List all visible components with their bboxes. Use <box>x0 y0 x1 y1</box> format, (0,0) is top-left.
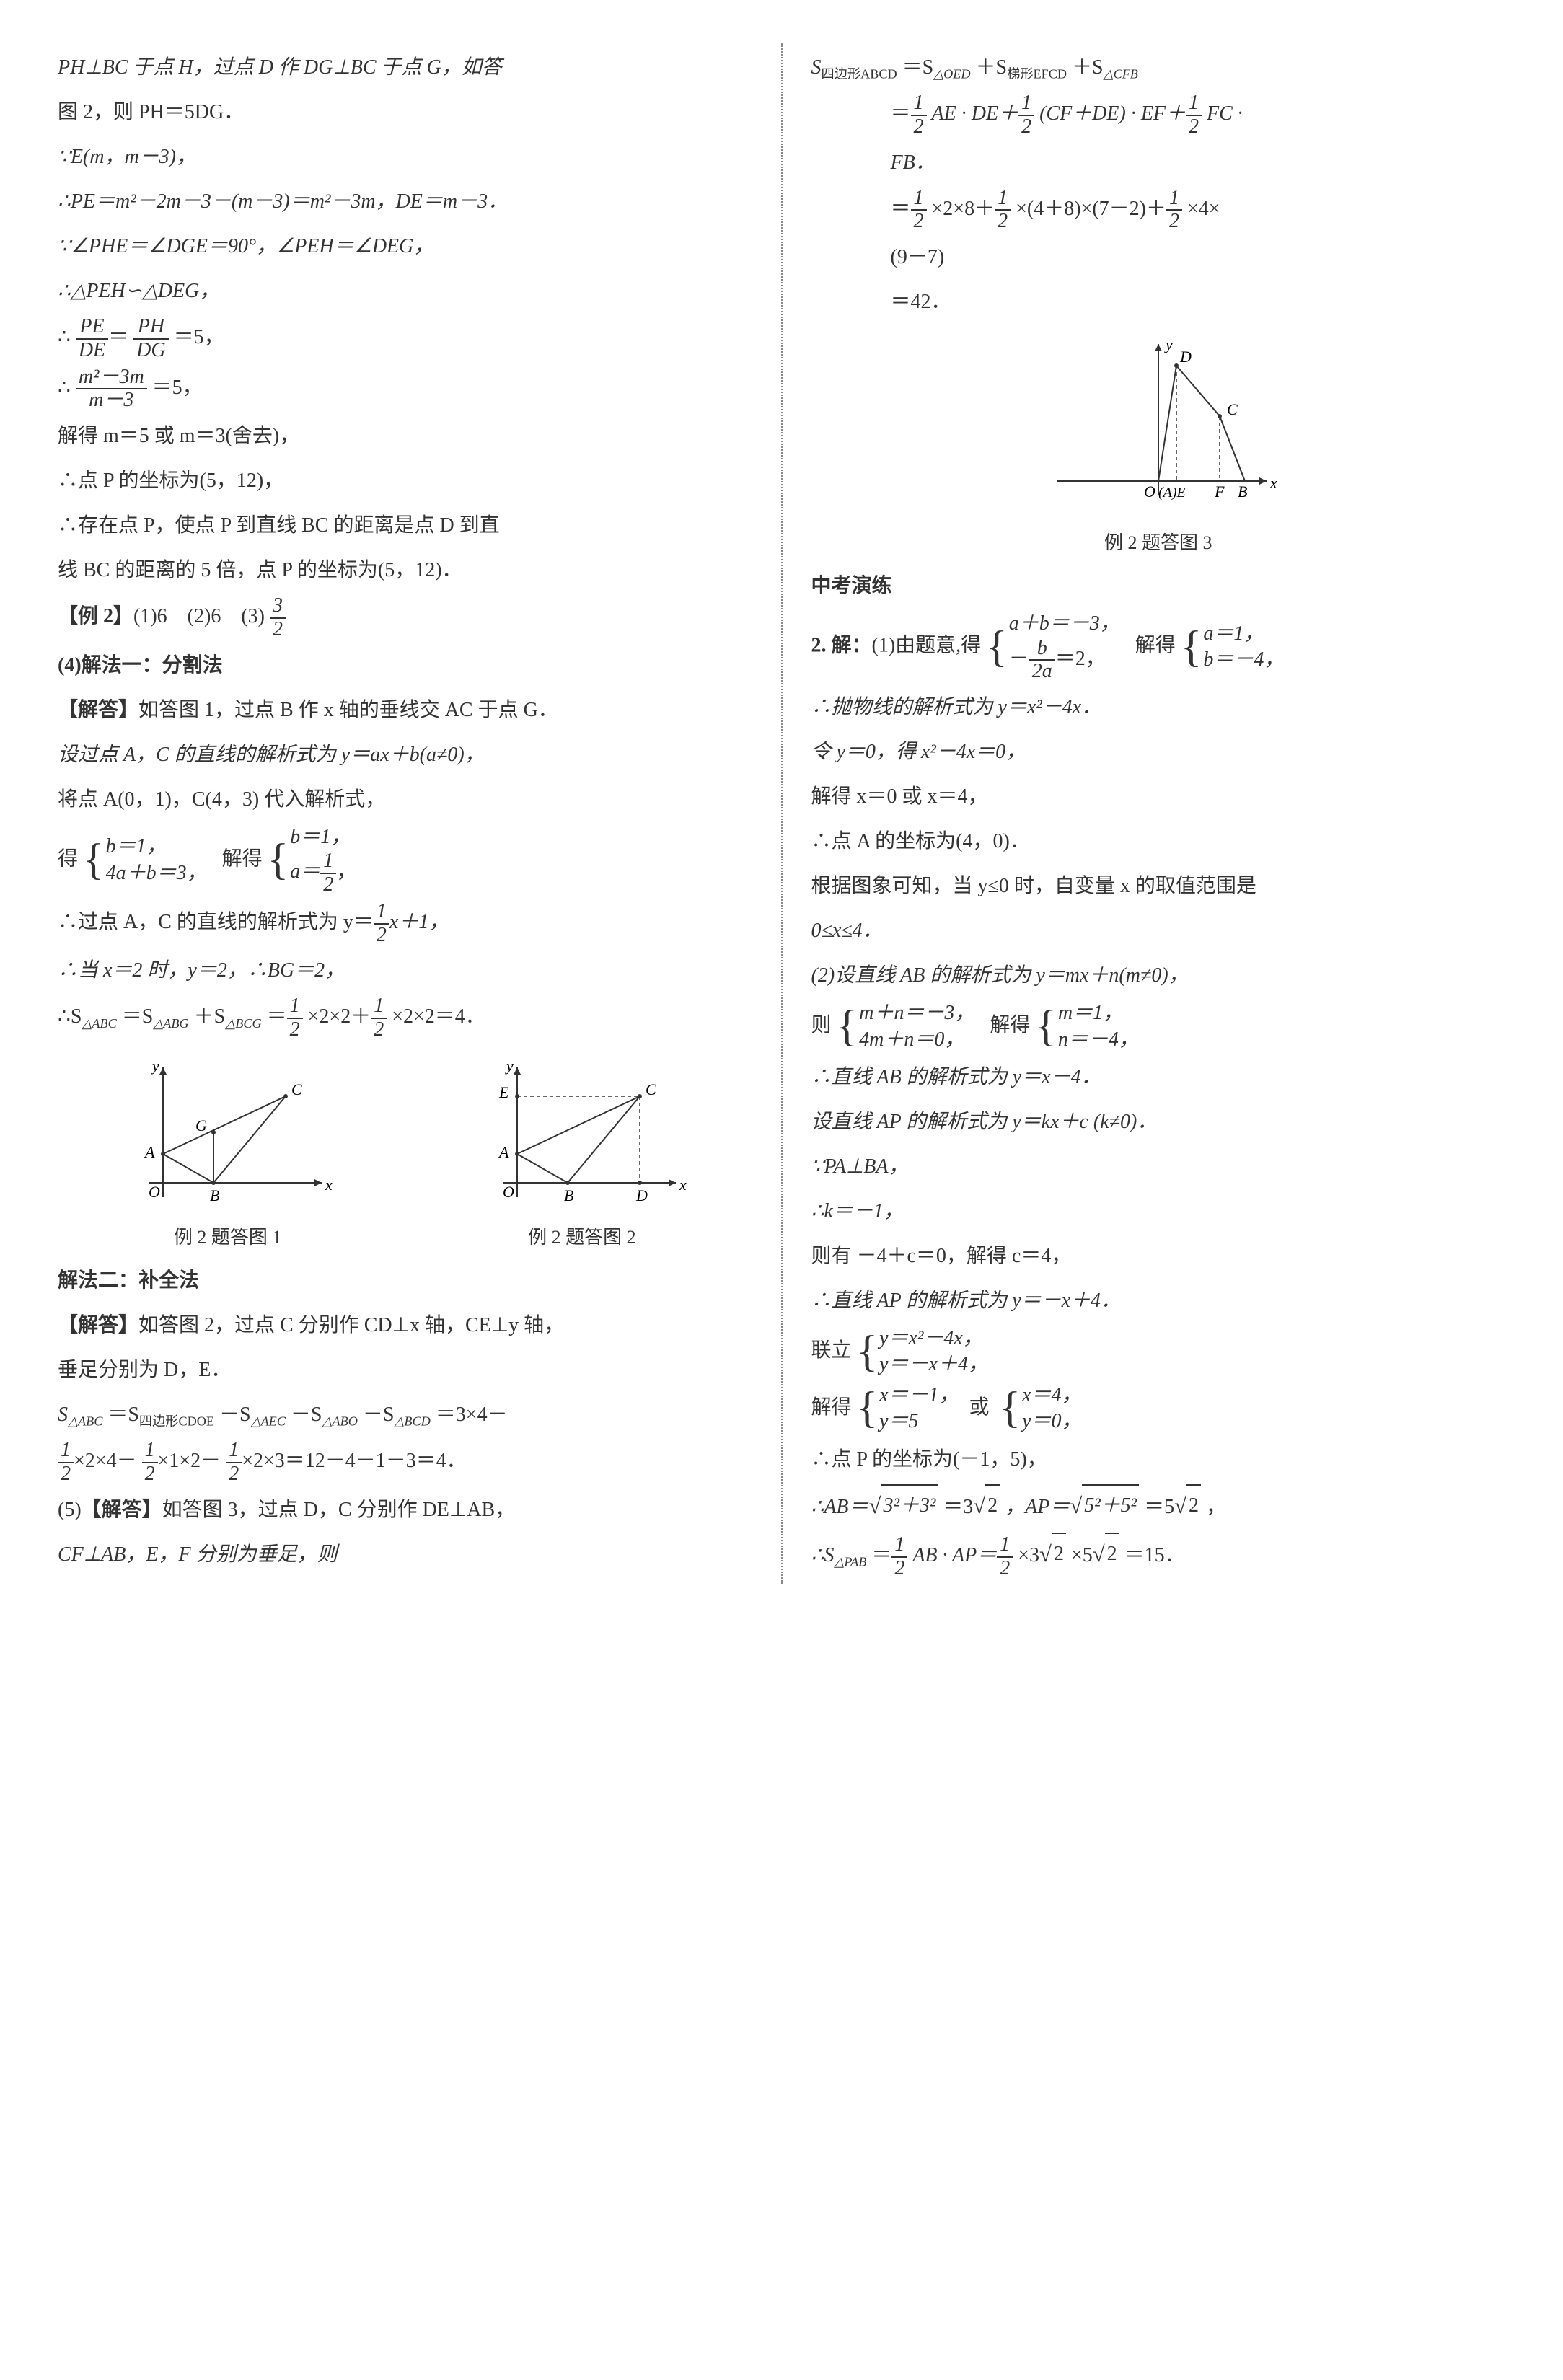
svg-text:O: O <box>1144 482 1155 501</box>
text-line: 根据图象可知，当 y≤0 时，自变量 x 的取值范围是 <box>811 866 1506 907</box>
text-line: 0≤x≤4． <box>811 911 1506 951</box>
text-line: ∴ m²－3mm－3 ＝5， <box>58 366 752 413</box>
svg-text:G: G <box>195 1116 207 1134</box>
svg-text:D: D <box>635 1186 648 1204</box>
figure-row: O x y A B C G 例 2 题答图 1 <box>58 1046 752 1256</box>
text-line: ＝12 AE · DE＋12 (CF＋DE) · EF＋12 FC · <box>811 92 1506 138</box>
text-line: ∴S△ABC ＝S△ABG ＋S△BCG ＝12 ×2×2＋12 ×2×2＝4． <box>58 995 752 1041</box>
text-line: 令 y＝0，得 x²－4x＝0， <box>811 732 1506 772</box>
svg-text:x: x <box>679 1176 687 1194</box>
text-line: 则有 －4＋c＝0，解得 c＝4， <box>811 1236 1506 1277</box>
svg-text:y: y <box>151 1057 159 1075</box>
svg-text:B: B <box>210 1186 219 1204</box>
text-line: 12×2×4－ 12×1×2－ 12×2×3＝12－4－1－3＝4． <box>58 1440 752 1486</box>
figure-3: O x y (A)E F B D C 例 2 题答图 3 <box>811 330 1506 562</box>
text-line: ∵∠PHE＝∠DGE＝90°，∠PEH＝∠DEG， <box>58 226 752 267</box>
svg-text:O: O <box>503 1183 514 1201</box>
text-line: 解得 m＝5 或 m＝3(舍去)， <box>58 416 752 457</box>
text-line: ∴S△PAB ＝12 AB · AP＝12 ×3√2 ×5√2 ＝15． <box>811 1533 1506 1579</box>
text-line: ∴直线 AP 的解析式为 y＝－x＋4． <box>811 1281 1506 1321</box>
text-line: 设过点 A，C 的直线的解析式为 y＝ax＋b(a≠0)， <box>58 735 752 775</box>
text-line: PH⊥BC 于点 H，过点 D 作 DG⊥BC 于点 G，如答 <box>58 48 752 88</box>
svg-text:A: A <box>498 1143 509 1161</box>
svg-text:C: C <box>646 1080 656 1098</box>
right-col: S四边形ABCD ＝S△OED ＋S梯形EFCD ＋S△CFB ＝12 AE ·… <box>811 43 1506 1584</box>
text-line: 将点 A(0，1)，C(4，3) 代入解析式， <box>58 780 752 820</box>
text-line: ∴k＝－1， <box>811 1191 1506 1232</box>
text-line: ∴过点 A，C 的直线的解析式为 y＝12x＋1， <box>58 901 752 947</box>
figure-3-caption: 例 2 题答图 3 <box>811 524 1506 562</box>
text-line: ∴抛物线的解析式为 y＝x²－4x． <box>811 687 1506 728</box>
text-line: S四边形ABCD ＝S△OED ＋S梯形EFCD ＋S△CFB <box>811 48 1506 88</box>
text-line: 得 {b＝1，4a＋b＝3， 解得 {b＝1，a＝12， <box>58 824 752 896</box>
left-col: PH⊥BC 于点 H，过点 D 作 DG⊥BC 于点 G，如答 图 2，则 PH… <box>58 43 752 1584</box>
svg-text:B: B <box>1238 482 1247 501</box>
example-2-header: 【例 2】(1)6 (2)6 (3) 32 <box>58 595 752 641</box>
svg-text:B: B <box>564 1186 573 1204</box>
text-line: (2)设直线 AB 的解析式为 y＝mx＋n(m≠0)， <box>811 956 1506 996</box>
svg-text:y: y <box>1164 335 1173 353</box>
svg-text:F: F <box>1214 482 1225 501</box>
figure-2: O x y A B C D E 例 2 题答图 2 <box>474 1046 690 1256</box>
text-line: ∴当 x＝2 时，y＝2，∴BG＝2， <box>58 951 752 991</box>
text-line: CF⊥AB，E，F 分别为垂足，则 <box>58 1535 752 1575</box>
text-line: 设直线 AP 的解析式为 y＝kx＋c (k≠0)． <box>811 1102 1506 1142</box>
figure-2-caption: 例 2 题答图 2 <box>474 1219 690 1256</box>
text-line: 则 {m＋n＝－3，4m＋n＝0， 解得 {m＝1，n＝－4， <box>811 1000 1506 1053</box>
text-line: 解得 {x＝－1，y＝5 或 {x＝4，y＝0， <box>811 1383 1506 1435</box>
svg-text:O: O <box>149 1183 160 1201</box>
text-line: 【解答】如答图 2，过点 C 分别作 CD⊥x 轴，CE⊥y 轴， <box>58 1305 752 1346</box>
text-line: ∴存在点 P，使点 P 到直线 BC 的距离是点 D 到直 <box>58 506 752 546</box>
text-line: ＝12 ×2×8＋12 ×(4＋8)×(7－2)＋12 ×4× <box>811 188 1506 234</box>
text-line: 线 BC 的距离的 5 倍，点 P 的坐标为(5，12)． <box>58 550 752 591</box>
text-line: ∴ PEDE＝ PHDG ＝5， <box>58 316 752 362</box>
text-line: ∴点 A 的坐标为(4，0)． <box>811 821 1506 862</box>
text-line: ∴点 P 的坐标为(－1，5)， <box>811 1440 1506 1480</box>
method-1-label: (4)解法一：分割法 <box>58 645 752 686</box>
section-header: 中考演练 <box>811 566 1506 607</box>
svg-text:x: x <box>1269 474 1277 492</box>
text-line: ∴直线 AB 的解析式为 y＝x－4． <box>811 1057 1506 1098</box>
svg-text:C: C <box>1227 400 1238 418</box>
text-line: 联立 {y＝x²－4x，y＝－x＋4， <box>811 1326 1506 1378</box>
svg-text:(A)E: (A)E <box>1158 485 1186 501</box>
text-line: 解得 x＝0 或 x＝4， <box>811 777 1506 817</box>
text-line: (5)【解答】如答图 3，过点 D，C 分别作 DE⊥AB， <box>58 1490 752 1530</box>
svg-text:x: x <box>325 1176 333 1194</box>
svg-text:D: D <box>1179 348 1192 366</box>
text-line: ∵E(m，m－3)， <box>58 137 752 177</box>
figure-1: O x y A B C G 例 2 题答图 1 <box>120 1046 336 1256</box>
page: PH⊥BC 于点 H，过点 D 作 DG⊥BC 于点 G，如答 图 2，则 PH… <box>58 43 1505 1584</box>
text-line: 【解答】如答图 1，过点 B 作 x 轴的垂线交 AC 于点 G． <box>58 690 752 731</box>
text-line: ∴点 P 的坐标为(5，12)， <box>58 461 752 501</box>
text-line: ∴AB＝√3²＋3² ＝3√2 ，AP＝√5²＋5² ＝5√2 ， <box>811 1484 1506 1529</box>
text-line: S△ABC ＝S四边形CDOE －S△AEC －S△ABO －S△BCD ＝3×… <box>58 1395 752 1435</box>
svg-text:y: y <box>505 1057 514 1075</box>
svg-text:C: C <box>291 1080 302 1098</box>
svg-text:E: E <box>498 1083 509 1101</box>
text-line: ∴△PEH∽△DEG， <box>58 271 752 312</box>
svg-text:A: A <box>144 1143 155 1161</box>
figure-1-caption: 例 2 题答图 1 <box>120 1219 336 1256</box>
text-line: 图 2，则 PH＝5DG． <box>58 92 752 133</box>
text-line: ＝42． <box>811 282 1506 322</box>
text-line: (9－7) <box>811 237 1506 278</box>
column-divider <box>781 43 783 1584</box>
method-2-label: 解法二：补全法 <box>58 1261 752 1301</box>
text-line: 垂足分别为 D，E． <box>58 1350 752 1390</box>
text-line: ∵PA⊥BA， <box>811 1147 1506 1187</box>
text-line: 2. 解：(1)由题意,得 {a＋b＝－3，－b2a＝2， 解得 {a＝1，b＝… <box>811 611 1506 683</box>
text-line: ∴PE＝m²－2m－3－(m－3)＝m²－3m，DE＝m－3． <box>58 182 752 222</box>
text-line: FB． <box>811 143 1506 183</box>
